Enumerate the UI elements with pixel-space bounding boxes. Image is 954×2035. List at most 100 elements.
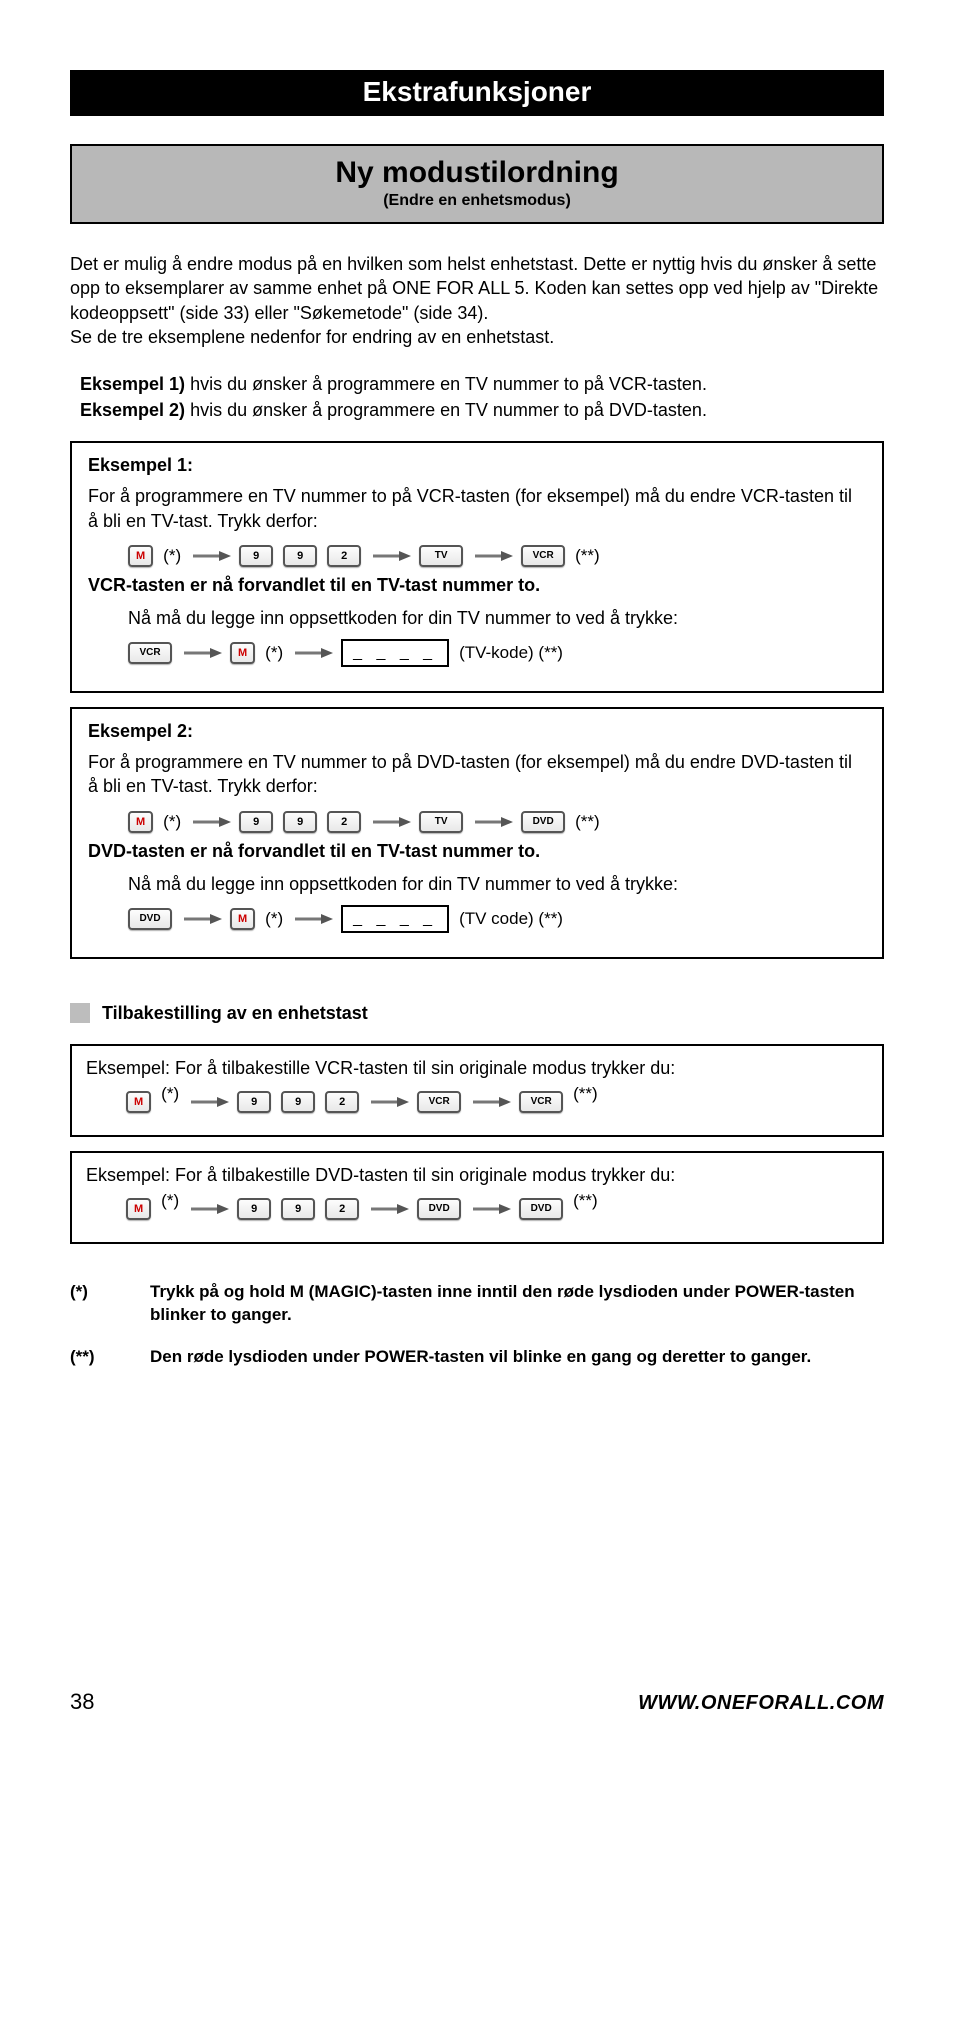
- arrow-icon: [369, 1203, 407, 1215]
- key-vcr-icon: VCR: [519, 1091, 563, 1113]
- key-2-icon: 2: [325, 1198, 359, 1220]
- footnote-2-text: Den røde lysdioden under POWER-tasten vi…: [150, 1345, 884, 1369]
- arrow-icon: [473, 550, 511, 562]
- footnote-2-mark: (**): [70, 1345, 120, 1369]
- arrow-icon: [471, 1096, 509, 1108]
- example-1-sequence-2: VCR M (*) _ _ _ _ (TV-kode) (**): [128, 639, 866, 667]
- arrow-icon: [471, 1203, 509, 1215]
- intro-paragraph: Det er mulig å endre modus på en hvilken…: [70, 252, 884, 349]
- lead-ex2-text: hvis du ønsker å programmere en TV numme…: [185, 400, 707, 420]
- key-9-icon: 9: [281, 1091, 315, 1113]
- key-9-icon: 9: [239, 545, 273, 567]
- star-note: (*): [163, 812, 181, 832]
- key-2-icon: 2: [327, 545, 361, 567]
- examples-lead: Eksempel 1) hvis du ønsker å programmere…: [80, 371, 884, 423]
- reset-box-1: Eksempel: For å tilbakestille VCR-tasten…: [70, 1044, 884, 1137]
- page-number: 38: [70, 1689, 94, 1715]
- footnote-1: (*) Trykk på og hold M (MAGIC)-tasten in…: [70, 1280, 884, 1328]
- key-vcr-icon: VCR: [417, 1091, 461, 1113]
- key-dvd-icon: DVD: [521, 811, 565, 833]
- arrow-icon: [293, 647, 331, 659]
- key-9-icon: 9: [283, 811, 317, 833]
- section-title: Ny modustilordning: [72, 156, 882, 190]
- star-note: (**): [573, 1084, 598, 1104]
- key-dvd-icon: DVD: [519, 1198, 563, 1220]
- star-note: (*): [163, 546, 181, 566]
- key-9-icon: 9: [283, 545, 317, 567]
- key-dvd-icon: DVD: [128, 908, 172, 930]
- arrow-icon: [473, 816, 511, 828]
- example-1-box: Eksempel 1: For å programmere en TV numm…: [70, 441, 884, 693]
- reset-section-title: Tilbakestilling av en enhetstast: [102, 1003, 368, 1024]
- key-9-icon: 9: [239, 811, 273, 833]
- example-1-subtext: Nå må du legge inn oppsettkoden for din …: [128, 608, 866, 629]
- key-tv-icon: TV: [419, 545, 463, 567]
- arrow-icon: [293, 913, 331, 925]
- footnotes: (*) Trykk på og hold M (MAGIC)-tasten in…: [70, 1280, 884, 1369]
- reset-section-header: Tilbakestilling av en enhetstast: [70, 1003, 884, 1024]
- lead-ex1-text: hvis du ønsker å programmere en TV numme…: [185, 374, 707, 394]
- key-2-icon: 2: [325, 1091, 359, 1113]
- arrow-icon: [189, 1096, 227, 1108]
- arrow-icon: [371, 550, 409, 562]
- footer-url: WWW.ONEFORALL.COM: [638, 1692, 884, 1715]
- reset-2-sequence: M (*) 9 9 2 DVD DVD (**): [126, 1198, 868, 1220]
- key-9-icon: 9: [237, 1198, 271, 1220]
- footnote-2: (**) Den røde lysdioden under POWER-tast…: [70, 1345, 884, 1369]
- key-9-icon: 9: [281, 1198, 315, 1220]
- bullet-square-icon: [70, 1003, 90, 1023]
- key-vcr-icon: VCR: [128, 642, 172, 664]
- after-blank-note: (TV code) (**): [459, 909, 563, 929]
- footnote-1-mark: (*): [70, 1280, 120, 1328]
- page-title: Ekstrafunksjoner: [363, 76, 592, 107]
- arrow-icon: [189, 1203, 227, 1215]
- code-blank-box: _ _ _ _: [341, 639, 449, 667]
- key-vcr-icon: VCR: [521, 545, 565, 567]
- key-magic-icon: M: [230, 908, 255, 930]
- arrow-icon: [191, 816, 229, 828]
- section-header: Ny modustilordning (Endre en enhetsmodus…: [70, 144, 884, 224]
- arrow-icon: [182, 913, 220, 925]
- footnote-1-text: Trykk på og hold M (MAGIC)-tasten inne i…: [150, 1280, 884, 1328]
- key-dvd-icon: DVD: [417, 1198, 461, 1220]
- key-magic-icon: M: [230, 642, 255, 664]
- key-2-icon: 2: [327, 811, 361, 833]
- example-2-sequence-2: DVD M (*) _ _ _ _ (TV code) (**): [128, 905, 866, 933]
- section-subtitle: (Endre en enhetsmodus): [72, 192, 882, 210]
- reset-2-text: Eksempel: For å tilbakestille DVD-tasten…: [86, 1165, 868, 1186]
- example-1-text: For å programmere en TV nummer to på VCR…: [88, 484, 866, 533]
- star-note: (*): [265, 643, 283, 663]
- reset-1-text: Eksempel: For å tilbakestille VCR-tasten…: [86, 1058, 868, 1079]
- example-2-box: Eksempel 2: For å programmere en TV numm…: [70, 707, 884, 959]
- page-title-bar: Ekstrafunksjoner: [70, 70, 884, 116]
- star-note: (**): [575, 546, 600, 566]
- reset-box-2: Eksempel: For å tilbakestille DVD-tasten…: [70, 1151, 884, 1244]
- example-1-result: VCR-tasten er nå forvandlet til en TV-ta…: [88, 575, 866, 596]
- key-magic-icon: M: [128, 811, 153, 833]
- key-magic-icon: M: [128, 545, 153, 567]
- example-2-sequence: M (*) 9 9 2 TV DVD (**): [128, 811, 866, 833]
- key-9-icon: 9: [237, 1091, 271, 1113]
- page-footer: 38 WWW.ONEFORALL.COM: [70, 1689, 884, 1715]
- key-magic-icon: M: [126, 1198, 151, 1220]
- lead-ex1-bold: Eksempel 1): [80, 374, 185, 394]
- arrow-icon: [191, 550, 229, 562]
- star-note: (*): [265, 909, 283, 929]
- lead-ex2-bold: Eksempel 2): [80, 400, 185, 420]
- example-2-subtext: Nå må du legge inn oppsettkoden for din …: [128, 874, 866, 895]
- example-2-text: For å programmere en TV nummer to på DVD…: [88, 750, 866, 799]
- key-magic-icon: M: [126, 1091, 151, 1113]
- arrow-icon: [371, 816, 409, 828]
- arrow-icon: [182, 647, 220, 659]
- star-note: (**): [575, 812, 600, 832]
- example-1-title: Eksempel 1:: [88, 455, 866, 476]
- code-blank-box: _ _ _ _: [341, 905, 449, 933]
- star-note: (**): [573, 1191, 598, 1211]
- star-note: (*): [161, 1084, 179, 1104]
- example-2-result: DVD-tasten er nå forvandlet til en TV-ta…: [88, 841, 866, 862]
- arrow-icon: [369, 1096, 407, 1108]
- example-2-title: Eksempel 2:: [88, 721, 866, 742]
- star-note: (*): [161, 1191, 179, 1211]
- example-1-sequence: M (*) 9 9 2 TV VCR (**): [128, 545, 866, 567]
- key-tv-icon: TV: [419, 811, 463, 833]
